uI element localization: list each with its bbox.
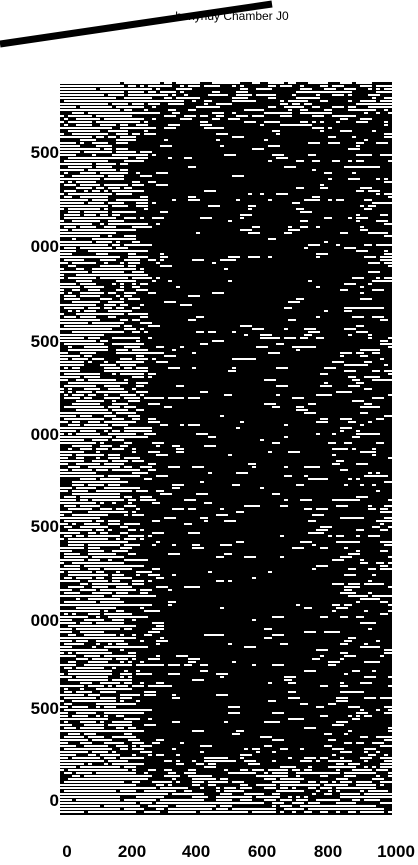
y-tick-label: 000 — [31, 611, 59, 630]
y-tick-label: 500 — [31, 699, 59, 718]
x-tick-label: 400 — [182, 842, 210, 861]
overlay-stroke — [0, 0, 273, 48]
hit-pixels — [60, 82, 400, 813]
x-tick-label: 0 — [62, 842, 71, 861]
y-tick-label: 500 — [31, 143, 59, 162]
y-tick-label: 500 — [31, 517, 59, 536]
y-tick-label: 000 — [31, 425, 59, 444]
y-tick-label: 500 — [31, 332, 59, 351]
y-tick-label: 0 — [50, 791, 59, 810]
x-tick-label: 1000 — [377, 842, 415, 861]
y-axis: 0 500 000 500 000 500 000 500 — [31, 143, 59, 810]
x-tick-label: 600 — [248, 842, 276, 861]
y-tick-label: 000 — [31, 237, 59, 256]
x-tick-label: 200 — [118, 842, 146, 861]
x-axis: 0 200 400 600 800 1000 — [62, 842, 415, 861]
hit-pixel-layer — [60, 82, 400, 813]
x-tick-label: 800 — [314, 842, 342, 861]
